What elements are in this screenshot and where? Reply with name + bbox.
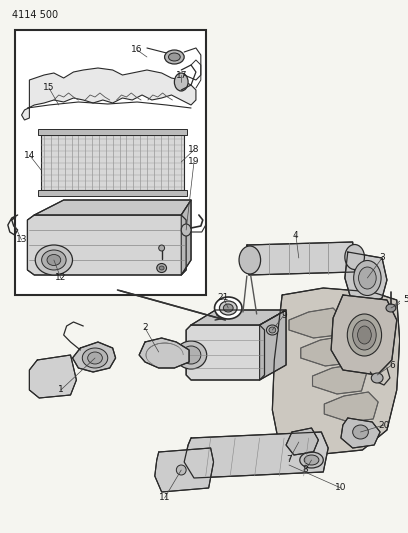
Text: 13: 13 <box>16 236 27 245</box>
Text: 18: 18 <box>188 146 200 155</box>
Text: 15: 15 <box>43 84 55 93</box>
Text: 4114 500: 4114 500 <box>12 10 58 20</box>
Text: 2: 2 <box>142 324 148 333</box>
Text: 11: 11 <box>159 494 170 503</box>
Polygon shape <box>341 418 380 448</box>
Polygon shape <box>247 242 355 275</box>
Text: 21: 21 <box>218 294 229 303</box>
Ellipse shape <box>386 304 396 312</box>
Ellipse shape <box>176 465 186 475</box>
Ellipse shape <box>35 245 73 275</box>
Polygon shape <box>184 432 328 478</box>
Ellipse shape <box>345 245 364 270</box>
Ellipse shape <box>220 301 237 315</box>
Polygon shape <box>289 308 343 338</box>
Polygon shape <box>22 68 196 120</box>
Ellipse shape <box>266 325 278 335</box>
Polygon shape <box>345 252 387 305</box>
Polygon shape <box>331 295 397 375</box>
Ellipse shape <box>169 53 180 61</box>
Polygon shape <box>29 355 76 398</box>
Text: 12: 12 <box>55 273 67 282</box>
Ellipse shape <box>353 425 368 439</box>
Bar <box>38 129 187 135</box>
Polygon shape <box>73 342 115 372</box>
Ellipse shape <box>175 341 207 369</box>
Text: 8: 8 <box>303 465 308 474</box>
Text: 20: 20 <box>378 421 390 430</box>
Polygon shape <box>186 325 264 380</box>
Ellipse shape <box>371 373 383 383</box>
Ellipse shape <box>357 326 371 344</box>
Ellipse shape <box>304 455 319 465</box>
Ellipse shape <box>354 261 381 295</box>
Text: 6: 6 <box>389 360 395 369</box>
Ellipse shape <box>181 224 191 236</box>
Ellipse shape <box>215 297 242 319</box>
Text: 9: 9 <box>281 311 287 319</box>
Ellipse shape <box>239 246 261 274</box>
Bar <box>15 30 206 295</box>
Ellipse shape <box>159 245 164 251</box>
Text: 17: 17 <box>175 70 187 79</box>
Polygon shape <box>313 364 366 394</box>
Text: 5: 5 <box>404 295 408 304</box>
Text: 14: 14 <box>24 150 35 159</box>
Ellipse shape <box>174 73 188 91</box>
Ellipse shape <box>47 254 61 265</box>
Text: 3: 3 <box>379 254 385 262</box>
Polygon shape <box>259 310 286 380</box>
Text: 10: 10 <box>335 483 347 492</box>
Text: 4: 4 <box>293 230 299 239</box>
Text: 1: 1 <box>58 385 64 394</box>
Polygon shape <box>27 215 186 275</box>
Ellipse shape <box>347 314 381 356</box>
Ellipse shape <box>300 452 323 468</box>
Ellipse shape <box>223 304 233 312</box>
Polygon shape <box>41 135 184 190</box>
Polygon shape <box>286 428 318 455</box>
Ellipse shape <box>82 348 108 368</box>
Polygon shape <box>181 200 191 275</box>
Text: 19: 19 <box>188 157 200 166</box>
Polygon shape <box>301 336 355 366</box>
Ellipse shape <box>353 320 376 350</box>
Ellipse shape <box>269 327 276 333</box>
Polygon shape <box>34 200 191 215</box>
Polygon shape <box>324 392 378 422</box>
Ellipse shape <box>88 352 102 364</box>
Bar <box>38 190 187 196</box>
Ellipse shape <box>359 267 376 289</box>
Text: 7: 7 <box>286 456 292 464</box>
Polygon shape <box>191 310 286 325</box>
Ellipse shape <box>42 250 66 270</box>
Polygon shape <box>155 448 213 492</box>
Text: 16: 16 <box>131 45 143 54</box>
Polygon shape <box>273 288 400 455</box>
Ellipse shape <box>181 346 201 364</box>
Ellipse shape <box>164 50 184 64</box>
Ellipse shape <box>157 263 166 272</box>
Polygon shape <box>139 338 189 368</box>
Ellipse shape <box>159 266 164 270</box>
